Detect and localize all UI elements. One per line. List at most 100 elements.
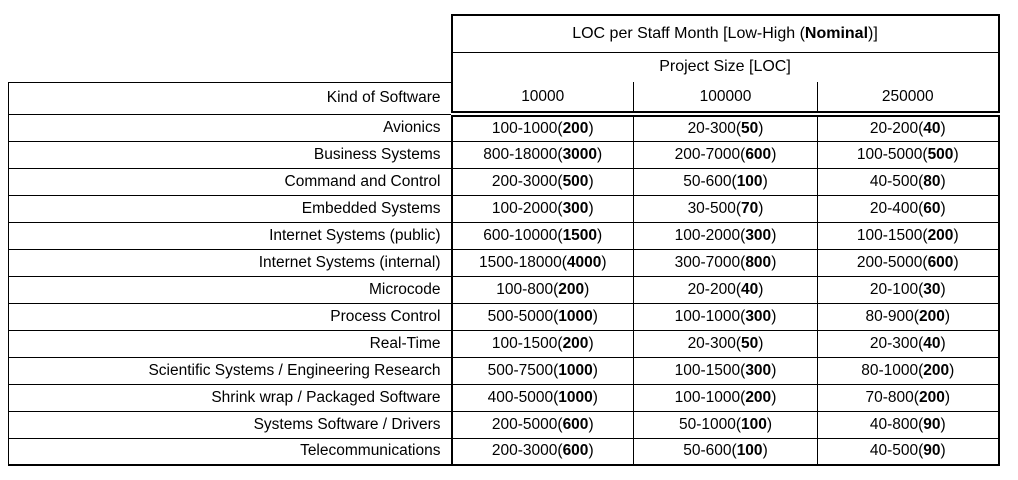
close-paren: ): [762, 442, 768, 460]
close-paren: ): [940, 119, 946, 137]
close-paren: ): [940, 442, 946, 460]
close-paren: ): [588, 172, 594, 190]
nominal-value: 200: [558, 280, 585, 298]
close-paren: ): [940, 172, 946, 190]
table-row: Internet Systems (internal) 1500-18000(40…: [8, 248, 1000, 277]
range-text: 600-10000(: [483, 226, 563, 244]
close-paren: ): [588, 119, 594, 137]
subtitle-row: Project Size [LOC]: [8, 52, 1000, 82]
software-kind-label: Real-Time: [8, 329, 453, 358]
range-text: 20-200(: [869, 119, 924, 137]
close-paren: ): [592, 388, 598, 406]
range-text: 100-800(: [496, 280, 559, 298]
loc-range-value: 500-7500(1000): [451, 356, 634, 385]
close-paren: ): [771, 307, 777, 325]
range-text: 1500-18000(: [478, 253, 567, 271]
nominal-value: 200: [927, 226, 954, 244]
nominal-value: 90: [923, 415, 941, 433]
close-paren: ): [588, 442, 594, 460]
nominal-value: 90: [923, 442, 941, 460]
range-text: 80-900(: [865, 307, 919, 325]
software-kind-label: Systems Software / Drivers: [8, 410, 453, 439]
table-row: Shrink wrap / Packaged Software 400-5000(…: [8, 383, 1000, 412]
range-text: 20-300(: [869, 334, 924, 352]
loc-range-value: 100-1500(300): [633, 356, 818, 385]
loc-range-value: 100-1000(200): [633, 383, 818, 412]
loc-range-value: 40-800(90): [816, 410, 1000, 439]
close-paren: ): [940, 334, 946, 352]
nominal-value: 300: [745, 361, 772, 379]
nominal-value: 40: [923, 119, 941, 137]
nominal-value: 200: [562, 119, 589, 137]
range-text: 100-1500(: [674, 361, 746, 379]
nominal-value: 200: [918, 307, 945, 325]
nominal-value: 1000: [558, 307, 593, 325]
loc-range-value: 1500-18000(4000): [451, 248, 634, 277]
range-text: 20-100(: [869, 280, 924, 298]
loc-range-value: 20-300(50): [633, 113, 818, 142]
loc-range-value: 800-18000(3000): [451, 140, 634, 169]
table-title-suffix: )]: [868, 24, 878, 42]
close-paren: ): [597, 226, 603, 244]
software-kind-label: Scientific Systems / Engineering Researc…: [8, 356, 453, 385]
range-text: 80-1000(: [861, 361, 924, 379]
loc-range-value: 400-5000(1000): [451, 383, 634, 412]
close-paren: ): [758, 334, 764, 352]
loc-range-value: 40-500(80): [816, 167, 1000, 196]
close-paren: ): [762, 172, 768, 190]
title-row: LOC per Staff Month [Low-High (Nominal)]: [8, 14, 1000, 53]
software-kind-label: Internet Systems (public): [8, 221, 453, 250]
close-paren: ): [771, 226, 777, 244]
close-paren: ): [953, 253, 959, 271]
nominal-value: 1000: [558, 361, 593, 379]
nominal-value: 200: [923, 361, 950, 379]
loc-range-value: 200-3000(600): [451, 437, 634, 466]
range-text: 200-3000(: [491, 442, 563, 460]
table-title-prefix: LOC per Staff Month [Low-High (: [572, 24, 805, 42]
range-text: 40-500(: [869, 172, 924, 190]
table-row: Avionics 100-1000(200) 20-300(50) 20-200(40…: [8, 113, 1000, 142]
software-kind-label: Business Systems: [8, 140, 453, 169]
range-text: 100-1500(: [491, 334, 563, 352]
nominal-value: 500: [562, 172, 589, 190]
software-kind-label: Command and Control: [8, 167, 453, 196]
project-size-header: Project Size [LOC]: [450, 52, 1000, 82]
loc-range-value: 200-5000(600): [451, 410, 634, 439]
range-text: 800-18000(: [483, 145, 563, 163]
table-row: Microcode 100-800(200) 20-200(40) 20-100(30…: [8, 275, 1000, 304]
range-text: 20-400(: [869, 199, 924, 217]
range-text: 300-7000(: [674, 253, 746, 271]
close-paren: ): [592, 307, 598, 325]
loc-range-value: 200-5000(600): [816, 248, 1000, 277]
blank-corner: [8, 15, 452, 52]
range-text: 200-7000(: [674, 145, 746, 163]
nominal-value: 50: [741, 119, 759, 137]
close-paren: ): [940, 199, 946, 217]
table-body: LOC per Staff Month [Low-High (Nominal)]…: [8, 14, 1000, 466]
close-paren: ): [771, 361, 777, 379]
loc-range-value: 80-1000(200): [816, 356, 1000, 385]
close-paren: ): [758, 280, 764, 298]
loc-range-value: 100-5000(500): [816, 140, 1000, 169]
loc-range-value: 100-1000(200): [451, 113, 634, 142]
close-paren: ): [588, 334, 594, 352]
nominal-value: 40: [741, 280, 759, 298]
close-paren: ): [940, 415, 946, 433]
table-row: Embedded Systems 100-2000(300) 30-500(70) 2…: [8, 194, 1000, 223]
loc-range-value: 20-400(60): [816, 194, 1000, 223]
range-text: 400-5000(: [487, 388, 559, 406]
close-paren: ): [771, 145, 777, 163]
nominal-value: 100: [736, 172, 763, 190]
range-text: 20-300(: [687, 334, 741, 352]
nominal-value: 200: [745, 388, 772, 406]
table-row: Business Systems 800-18000(3000) 200-7000(…: [8, 140, 1000, 169]
loc-range-value: 600-10000(1500): [451, 221, 634, 250]
nominal-value: 100: [741, 415, 767, 433]
close-paren: ): [953, 145, 959, 163]
close-paren: ): [953, 226, 959, 244]
nominal-value: 50: [741, 334, 759, 352]
loc-range-value: 100-1500(200): [451, 329, 634, 358]
loc-range-value: 200-3000(500): [451, 167, 634, 196]
software-kind-label: Shrink wrap / Packaged Software: [8, 383, 453, 412]
